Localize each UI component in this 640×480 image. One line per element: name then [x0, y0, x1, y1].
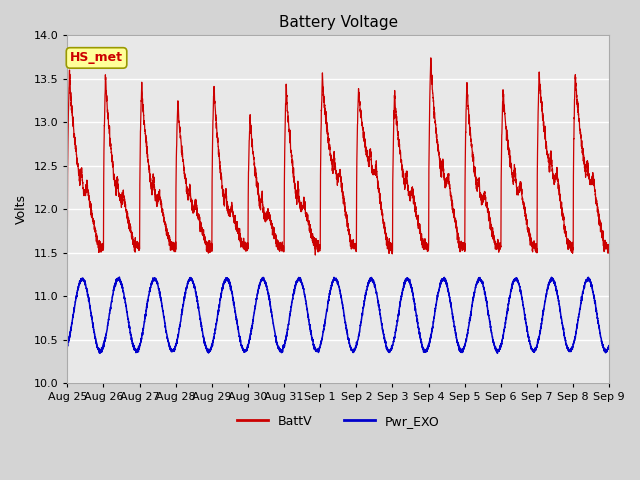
Pwr_EXO [63, 342, 71, 348]
BattV [577, 133, 584, 139]
Pwr_EXO [556, 302, 563, 308]
Title: Battery Voltage: Battery Voltage [278, 15, 398, 30]
Pwr_EXO [577, 301, 584, 307]
BattV [556, 192, 563, 198]
Legend: BattV, Pwr_EXO: BattV, Pwr_EXO [232, 410, 445, 433]
BattV [128, 237, 136, 242]
BattV [312, 252, 319, 258]
BattV [271, 233, 278, 239]
Pwr_EXO [271, 330, 279, 336]
Y-axis label: Volts: Volts [15, 194, 28, 224]
Line: BattV: BattV [67, 58, 609, 255]
Pwr_EXO [116, 274, 124, 280]
Pwr_EXO [605, 343, 613, 348]
Pwr_EXO [129, 340, 136, 346]
BattV [553, 169, 561, 175]
Text: HS_met: HS_met [70, 51, 123, 64]
Line: Pwr_EXO: Pwr_EXO [67, 277, 609, 353]
BattV [605, 248, 613, 253]
BattV [427, 55, 435, 61]
Pwr_EXO [553, 288, 561, 293]
BattV [63, 241, 71, 247]
Pwr_EXO [493, 350, 501, 356]
Pwr_EXO [403, 277, 410, 283]
BattV [403, 168, 410, 174]
